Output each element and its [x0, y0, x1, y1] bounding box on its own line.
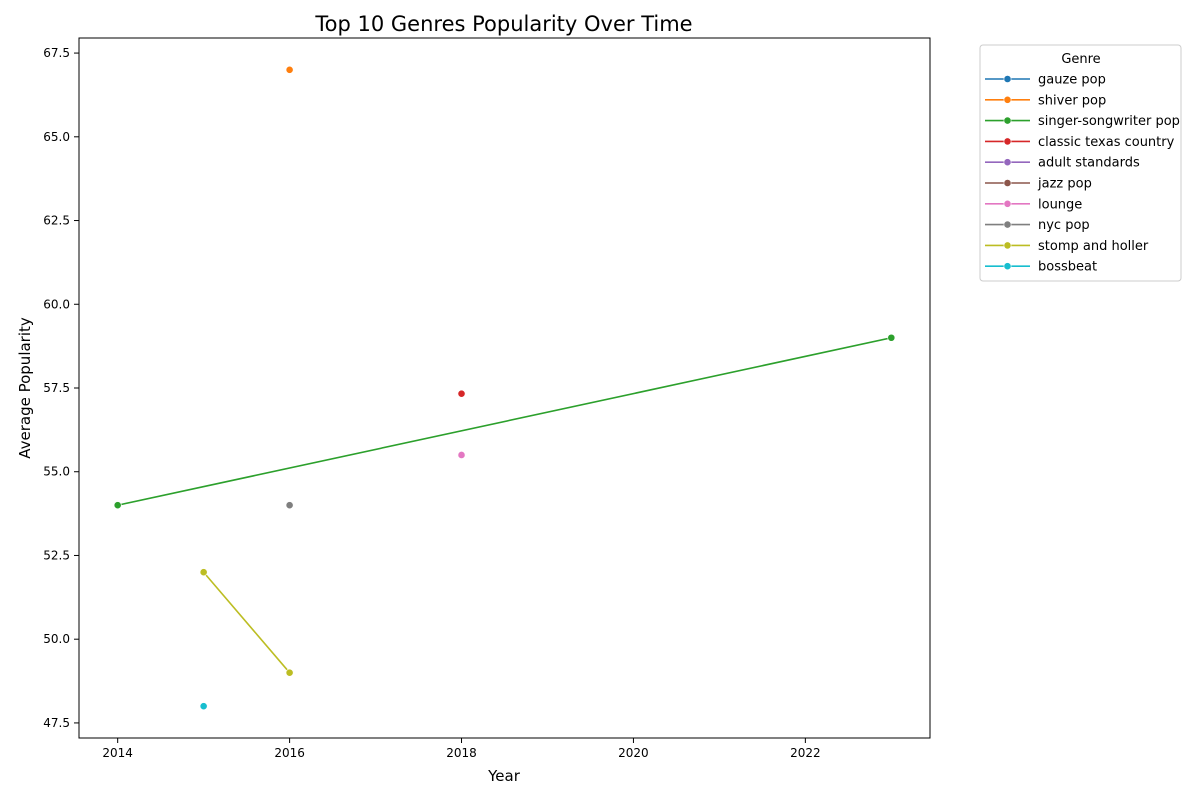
chart-title: Top 10 Genres Popularity Over Time [314, 12, 692, 36]
legend-swatch-marker [1003, 179, 1012, 187]
x-tick-label: 2014 [102, 746, 133, 760]
legend-label: lounge [1038, 197, 1082, 212]
legend: Genre gauze pop shiver pop singer-songwrit… [979, 44, 1182, 282]
x-tick-label: 2016 [274, 746, 305, 760]
legend-label: classic texas country [1038, 135, 1175, 150]
y-tick-label: 52.5 [43, 548, 70, 562]
data-point [199, 568, 208, 577]
data-point [199, 702, 208, 711]
series-line [203, 571, 291, 674]
y-tick-label: 65.0 [43, 130, 70, 144]
legend-label: stomp and holler [1038, 239, 1149, 254]
y-tick-label: 50.0 [43, 632, 70, 646]
legend-swatch-marker [1003, 262, 1012, 271]
legend-label: adult standards [1038, 156, 1140, 171]
y-tick-label: 57.5 [43, 381, 70, 395]
x-tick-label: 2022 [790, 746, 821, 760]
x-axis-label: Year [487, 767, 521, 785]
y-axis-label: Average Popularity [16, 317, 34, 459]
plot-area [79, 38, 930, 738]
legend-label: bossbeat [1038, 260, 1097, 275]
legend-swatch-marker [1003, 95, 1012, 104]
data-point [113, 501, 122, 510]
legend-label: gauze pop [1038, 73, 1106, 88]
legend-swatch-marker [1003, 116, 1012, 125]
x-axis: 2014 2016 2018 2020 2022 [102, 738, 821, 760]
y-axis: 47.5 50.0 52.5 55.0 57.5 60.0 62.5 65.0 67.5 [43, 46, 79, 730]
legend-swatch-marker [1003, 158, 1012, 167]
y-tick-label: 60.0 [43, 297, 70, 311]
legend-label: singer-songwriter pop [1038, 114, 1180, 129]
y-tick-label: 62.5 [43, 214, 70, 228]
series-layer [113, 65, 896, 711]
legend-label: nyc pop [1038, 218, 1090, 233]
legend-label: shiver pop [1038, 93, 1106, 108]
y-tick-label: 55.0 [43, 465, 70, 479]
data-point [285, 501, 294, 510]
data-point [457, 451, 466, 459]
legend-swatch-marker [1003, 199, 1012, 208]
data-point [887, 333, 896, 342]
y-tick-label: 67.5 [43, 46, 70, 60]
legend-swatch-marker [1003, 220, 1012, 229]
legend-title: Genre [1061, 52, 1100, 67]
y-tick-label: 47.5 [43, 716, 70, 730]
x-tick-label: 2018 [446, 746, 477, 760]
data-point [285, 668, 294, 677]
data-point [285, 65, 294, 74]
legend-swatch-marker [1003, 241, 1012, 250]
legend-swatch-marker [1003, 75, 1012, 83]
x-tick-label: 2020 [618, 746, 649, 760]
series-line [117, 336, 892, 507]
data-point [457, 389, 466, 398]
legend-swatch-marker [1003, 137, 1012, 146]
legend-box [979, 44, 1182, 282]
legend-label: jazz pop [1037, 177, 1092, 192]
